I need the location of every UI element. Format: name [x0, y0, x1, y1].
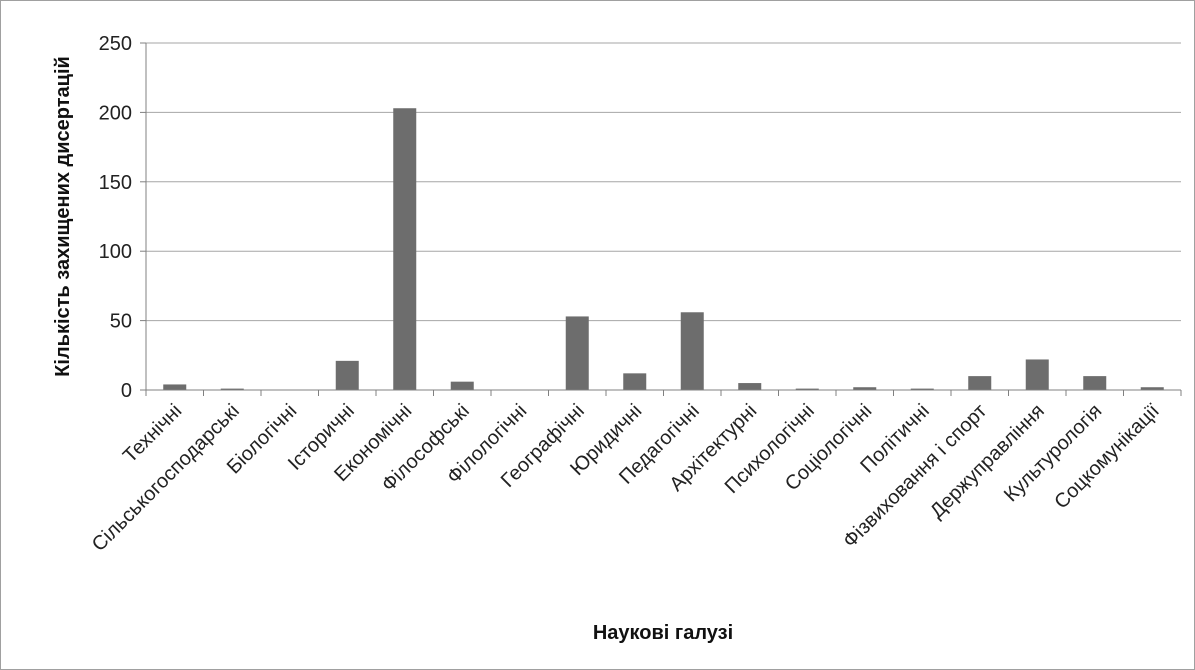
bar — [393, 108, 417, 391]
y-tick-label: 100 — [99, 241, 132, 263]
bar — [853, 387, 877, 390]
bar — [680, 312, 704, 390]
bar — [220, 388, 244, 390]
x-axis-title: Наукові галузі — [593, 622, 733, 644]
bar — [1025, 359, 1049, 390]
bar — [738, 383, 762, 390]
bar — [565, 316, 589, 390]
x-tick-label: Соцкомунікації — [1050, 400, 1164, 514]
gridlines — [140, 42, 1181, 391]
bar — [450, 381, 474, 390]
y-tick-label: 250 — [99, 33, 132, 55]
bars — [163, 108, 1164, 391]
bar — [335, 360, 359, 390]
axes — [145, 43, 1181, 391]
y-tick-label: 200 — [99, 102, 132, 124]
y-axis-title: Кількість захищених дисертацій — [52, 56, 74, 377]
y-tick-label: 150 — [99, 172, 132, 194]
bar — [795, 388, 819, 390]
y-tick-label: 50 — [110, 311, 132, 333]
bar — [623, 373, 647, 390]
y-tick-labels: 0 50 100 150 200 250 — [99, 33, 132, 402]
y-tick-label: 0 — [121, 380, 132, 402]
bar — [163, 384, 187, 390]
bar — [1140, 387, 1164, 390]
bar — [910, 388, 934, 390]
x-tick-labels: ТехнічніСільськогосподарськіБіологічніІс… — [88, 390, 1182, 556]
bar — [1083, 376, 1107, 390]
bar — [968, 376, 992, 390]
